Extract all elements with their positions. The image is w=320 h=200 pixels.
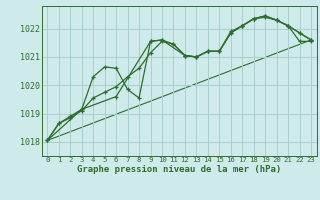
X-axis label: Graphe pression niveau de la mer (hPa): Graphe pression niveau de la mer (hPa) [77,165,281,174]
